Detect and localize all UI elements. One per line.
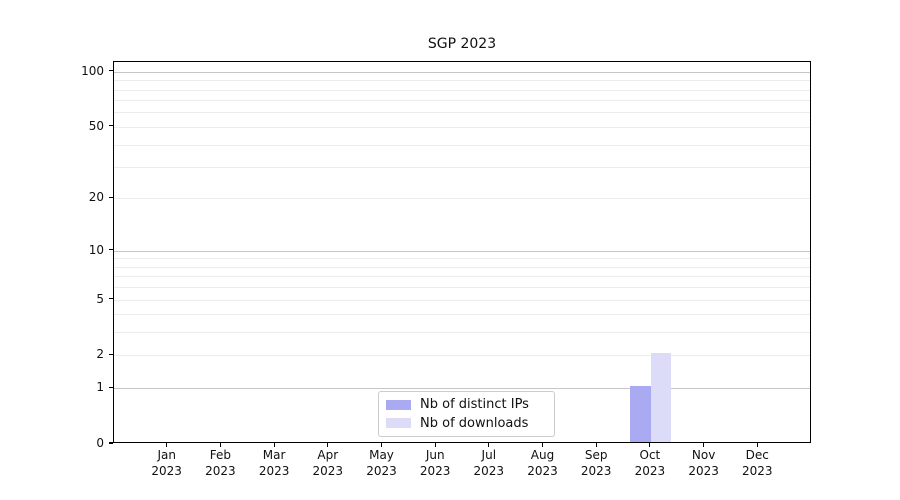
x-tick <box>327 443 329 447</box>
x-tick <box>595 443 597 447</box>
x-tick-month: Feb <box>209 448 232 462</box>
x-tick-label-nov: Nov 2023 <box>677 448 731 479</box>
x-tick-label-aug: Aug 2023 <box>516 448 570 479</box>
y-tick-label: 1 <box>96 380 104 395</box>
x-tick <box>488 443 490 447</box>
y-tick <box>109 386 113 388</box>
bar-nb-of-downloads[interactable] <box>650 353 672 442</box>
legend-item-nb-of-downloads[interactable]: Nb of downloads <box>386 416 547 431</box>
y-tick <box>109 297 113 300</box>
x-tick-year: 2023 <box>527 463 558 478</box>
x-tick <box>703 443 705 447</box>
plot-area <box>113 61 811 443</box>
x-tick <box>380 443 383 447</box>
legend-label: Nb of distinct IPs <box>420 397 529 413</box>
y-tick-label: 2 <box>96 347 104 362</box>
y-tick-label: 50 <box>88 118 104 133</box>
x-tick-year: 2023 <box>151 463 182 478</box>
x-tick-month: Nov <box>691 448 716 462</box>
x-tick-label-dec: Dec 2023 <box>730 448 784 479</box>
gridline-minor <box>114 266 810 268</box>
x-tick <box>649 443 651 447</box>
x-tick-label-mar: Mar 2023 <box>247 448 301 479</box>
gridline-minor <box>114 276 810 278</box>
legend-swatch-icon <box>386 418 411 429</box>
gridline-minor <box>114 80 810 82</box>
gridline-minor <box>114 258 810 260</box>
x-tick-month: Aug <box>530 448 555 462</box>
y-tick-label: 0 <box>96 436 104 450</box>
x-tick-label-jan: Jan 2023 <box>140 448 194 479</box>
x-tick-month: Mar <box>262 448 286 462</box>
y-tick-label: 5 <box>96 291 104 306</box>
x-tick-year: 2023 <box>419 463 451 478</box>
x-tick-year: 2023 <box>366 463 397 478</box>
x-tick <box>434 443 436 447</box>
x-tick-year: 2023 <box>205 463 236 478</box>
x-tick-month: Dec <box>745 448 769 462</box>
y-tick <box>109 353 113 355</box>
y-tick <box>109 70 113 72</box>
gridline-major <box>114 388 810 390</box>
x-tick-year: 2023 <box>742 463 773 478</box>
gridline-minor <box>114 355 810 357</box>
x-tick-label-may: May 2023 <box>355 448 409 479</box>
x-tick-month: Oct <box>639 448 661 462</box>
y-tick-label: 20 <box>88 190 104 205</box>
x-tick-month: Jul <box>481 448 497 462</box>
gridline-minor <box>114 332 810 334</box>
x-tick <box>166 443 168 447</box>
gridline-major <box>114 250 810 252</box>
gridline-minor <box>114 299 810 301</box>
gridline-minor <box>114 314 810 316</box>
x-tick-month: Apr <box>317 448 339 462</box>
gridline-minor <box>114 89 810 91</box>
x-tick-label-oct: Oct 2023 <box>623 448 677 479</box>
x-tick-year: 2023 <box>258 463 290 478</box>
y-tick-label: 100 <box>81 63 104 78</box>
legend-swatch-icon <box>386 399 411 410</box>
y-tick <box>109 249 113 251</box>
x-tick-year: 2023 <box>634 463 666 478</box>
x-tick <box>219 443 221 447</box>
x-tick-year: 2023 <box>473 463 505 478</box>
x-tick-label-jul: Jul 2023 <box>462 448 516 479</box>
legend-label: Nb of downloads <box>420 415 529 431</box>
x-tick <box>541 443 544 447</box>
gridline-minor <box>114 198 810 200</box>
x-tick-month: Jun <box>425 448 445 462</box>
x-tick-label-sep: Sep 2023 <box>569 448 623 479</box>
x-tick-month: Jan <box>157 448 176 462</box>
gridline-minor <box>114 112 810 114</box>
x-tick-month: May <box>369 448 394 462</box>
x-tick-month: Sep <box>584 448 608 462</box>
gridline-minor <box>114 144 810 146</box>
x-tick <box>756 443 758 447</box>
gridline-major <box>114 71 810 73</box>
chart-title: SGP 2023 <box>427 36 497 52</box>
x-tick-year: 2023 <box>688 463 719 478</box>
x-tick <box>273 443 275 447</box>
gridline-minor <box>114 287 810 289</box>
y-tick <box>109 442 113 444</box>
y-tick <box>109 125 113 127</box>
x-tick-year: 2023 <box>312 463 344 478</box>
gridline-minor <box>114 167 810 168</box>
gridline-minor <box>114 126 810 128</box>
x-tick-year: 2023 <box>580 463 612 478</box>
y-tick-label: 10 <box>88 242 104 257</box>
legend-item-nb-of-distinct-ips[interactable]: Nb of distinct IPs <box>386 397 547 412</box>
x-tick-label-jun: Jun 2023 <box>408 448 462 479</box>
x-tick-label-feb: Feb 2023 <box>193 448 247 479</box>
legend: Nb of distinct IPs Nb of downloads <box>378 391 555 437</box>
bar-nb-of-distinct-ips[interactable] <box>630 386 651 442</box>
y-tick <box>109 196 113 198</box>
gridline-minor <box>114 100 810 102</box>
x-tick-label-apr: Apr 2023 <box>301 448 355 479</box>
